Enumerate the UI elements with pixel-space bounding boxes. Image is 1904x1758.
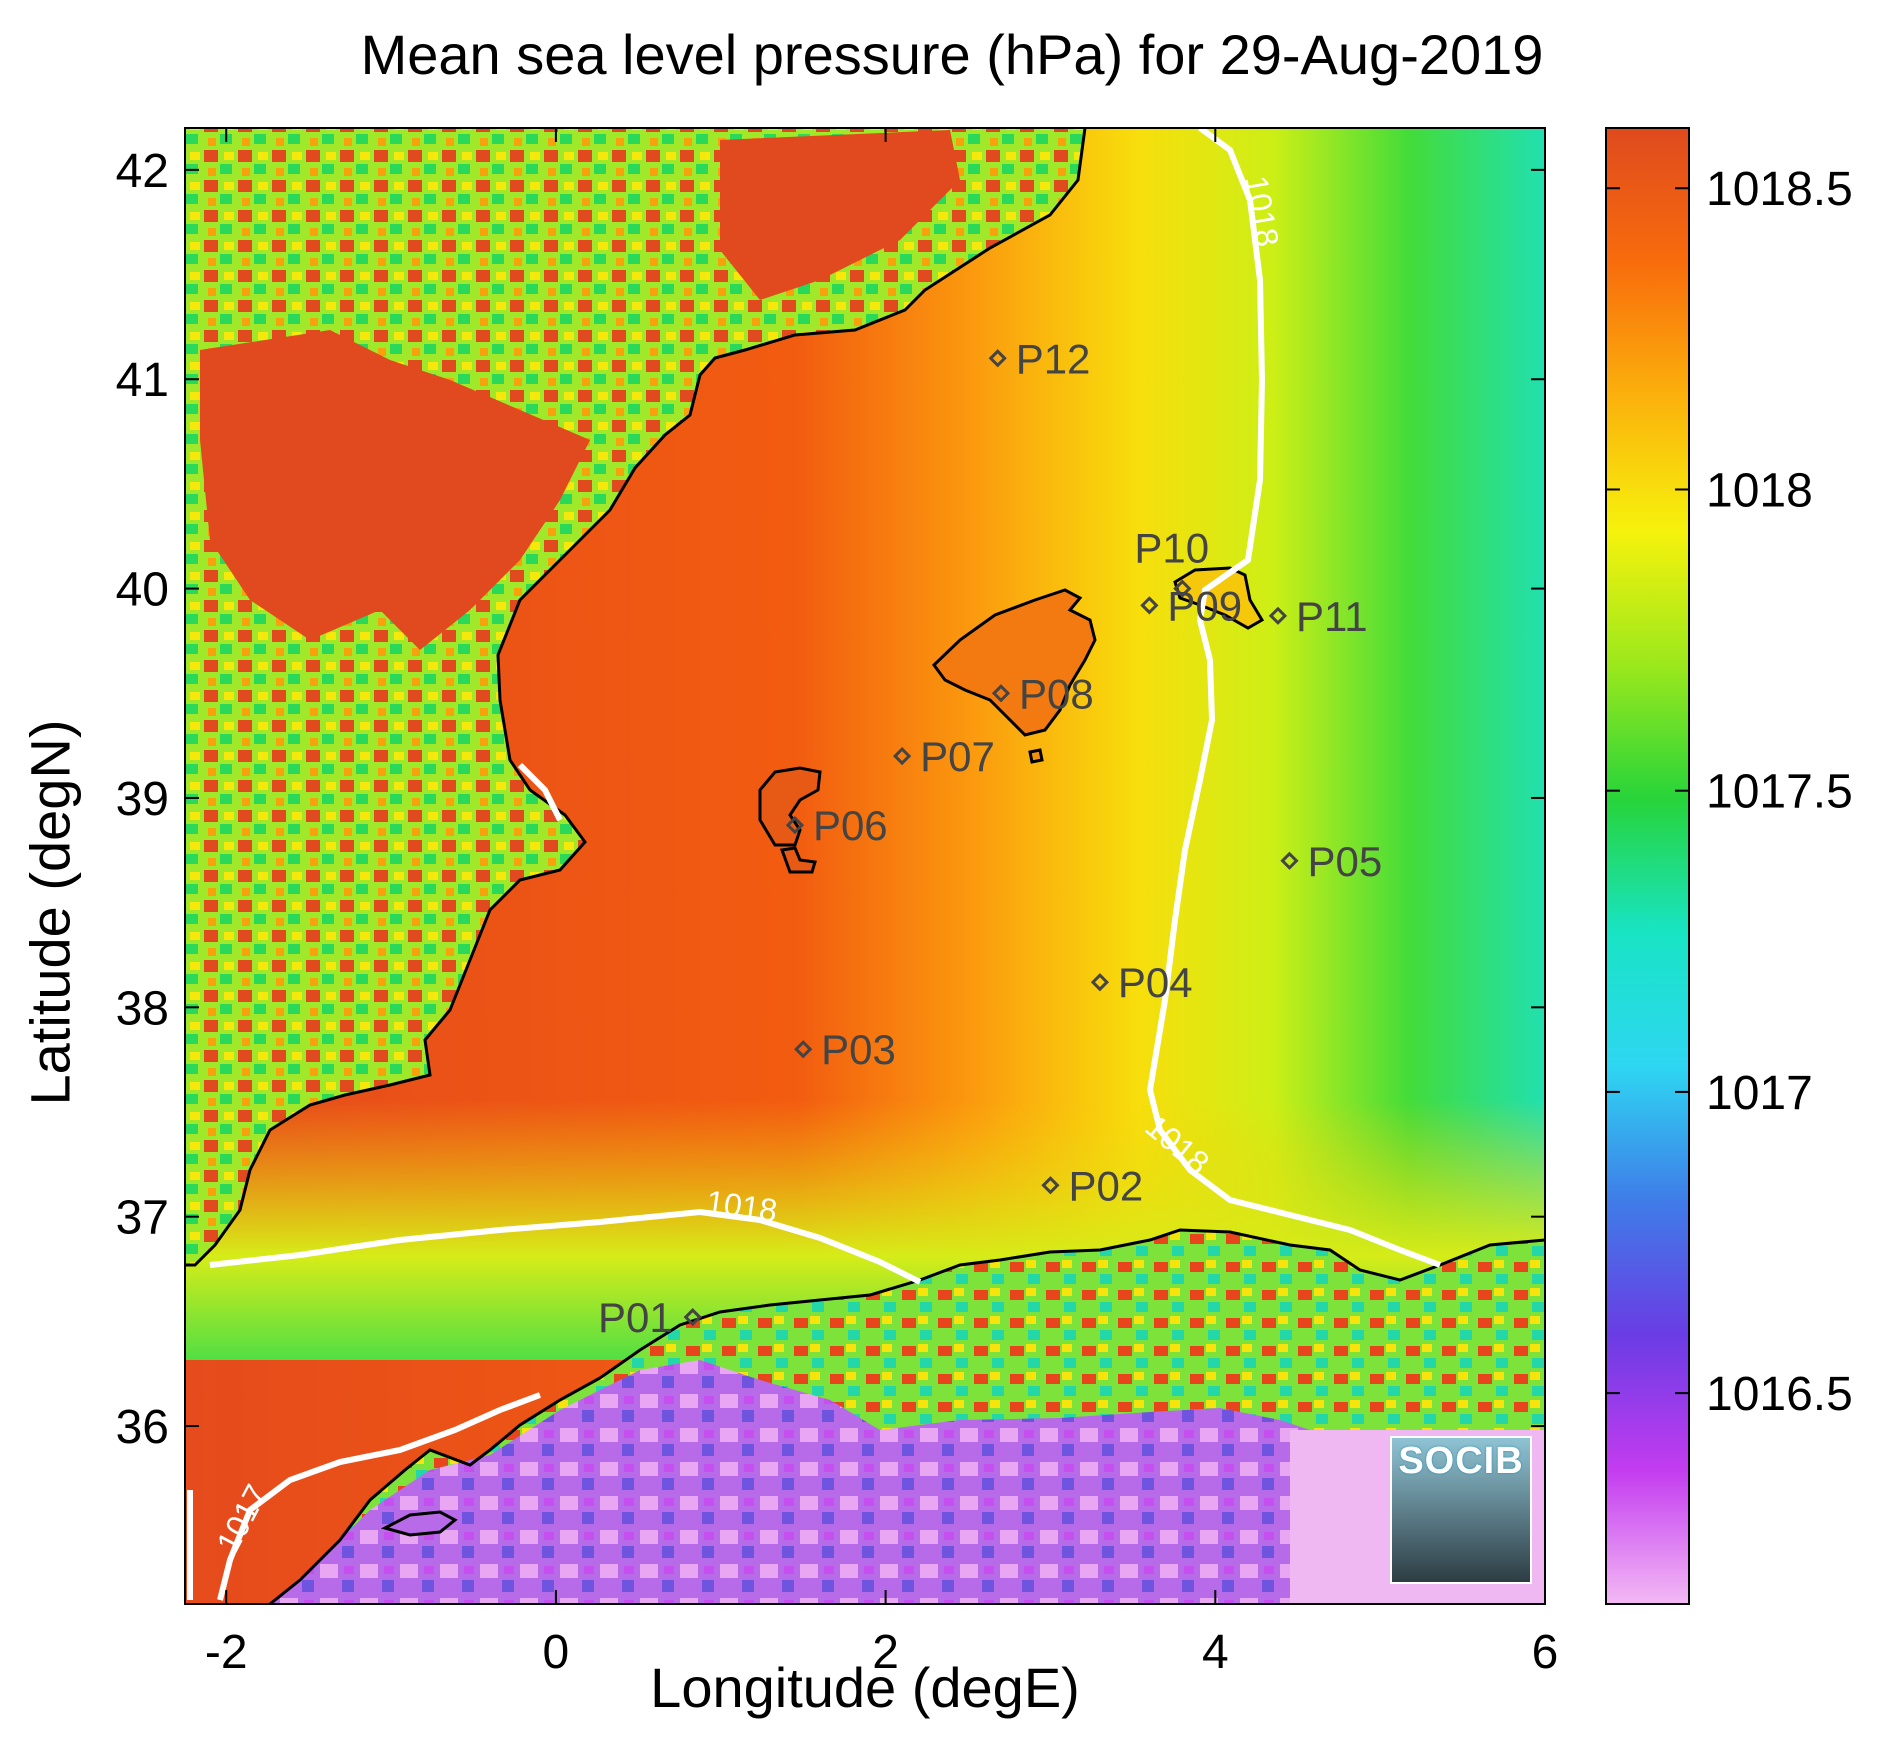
station-marker-p06 bbox=[785, 816, 805, 835]
menorca bbox=[1173, 566, 1265, 630]
station-marker-p12 bbox=[988, 349, 1007, 368]
station-marker-p11 bbox=[1268, 606, 1288, 625]
africa-coastline bbox=[269, 1228, 1545, 1604]
station-label-p07: P07 bbox=[920, 733, 995, 780]
plot-frame bbox=[184, 127, 1546, 1605]
station-label-p02: P02 bbox=[1068, 1162, 1143, 1209]
station-label-p06: P06 bbox=[813, 802, 888, 849]
station-label-p03: P03 bbox=[821, 1026, 896, 1073]
x-tick-label: 0 bbox=[543, 1626, 570, 1679]
isobar-1017 bbox=[187, 1392, 542, 1601]
station-label-p04: P04 bbox=[1118, 959, 1193, 1006]
station-marker-p04 bbox=[1090, 973, 1110, 992]
station-label-p05: P05 bbox=[1307, 838, 1382, 885]
station-label-p08: P08 bbox=[1019, 670, 1094, 717]
station-marker-p09 bbox=[1140, 596, 1159, 615]
ibiza bbox=[758, 766, 822, 847]
y-tick-label: 37 bbox=[116, 1192, 169, 1245]
mallorca bbox=[932, 588, 1097, 737]
colorbar bbox=[1605, 127, 1690, 1605]
colorbar-tick-label: 1016.5 bbox=[1706, 1368, 1853, 1421]
y-tick-label: 41 bbox=[116, 354, 169, 407]
station-label-p01: P01 bbox=[598, 1294, 673, 1341]
pyrenees-strip bbox=[720, 130, 960, 300]
y-tick-label: 42 bbox=[116, 145, 169, 198]
colorbar-tick-label: 1018 bbox=[1706, 464, 1813, 517]
x-axis-label: Longitude (degE) bbox=[650, 1656, 1080, 1719]
colorbar-ticks: 1018.5 1018 1017.5 1017 1016.5 bbox=[1606, 163, 1853, 1421]
isobar-1018-south bbox=[209, 1208, 922, 1285]
colorbar-tick-label: 1017 bbox=[1706, 1067, 1813, 1120]
isobar-1018-west bbox=[517, 762, 563, 822]
isobar-1018-east bbox=[1146, 128, 1442, 1268]
station-marker-p02 bbox=[1041, 1176, 1060, 1195]
station-marker-p01 bbox=[683, 1308, 702, 1327]
station-marker-p10 bbox=[1173, 579, 1192, 598]
x-tick-label: 2 bbox=[872, 1626, 899, 1679]
colorbar-tick-label: 1018.5 bbox=[1706, 163, 1853, 216]
alboran-island bbox=[380, 1510, 458, 1537]
cabrera bbox=[1028, 748, 1044, 764]
x-tick-label: 6 bbox=[1532, 1626, 1559, 1679]
y-tick-label: 39 bbox=[116, 773, 169, 826]
y-axis-ticks: 42 41 40 39 38 37 36 bbox=[116, 145, 1545, 1454]
iberia-coastline bbox=[185, 128, 1087, 1267]
station-marker-p05 bbox=[1280, 851, 1299, 870]
y-tick-label: 36 bbox=[116, 1401, 169, 1454]
station-label-p10: P10 bbox=[1134, 525, 1209, 572]
pressure-field bbox=[185, 128, 1545, 1604]
socib-logo: SOCIB bbox=[1390, 1436, 1532, 1584]
station-label-p09: P09 bbox=[1167, 582, 1242, 629]
station-marker-p08 bbox=[991, 684, 1011, 703]
x-axis-ticks: -2 0 2 4 6 bbox=[205, 128, 1558, 1679]
iberia-plateau bbox=[200, 330, 590, 650]
map-title: Mean sea level pressure (hPa) for 29-Aug… bbox=[360, 23, 1544, 86]
africa-interior-land bbox=[270, 1360, 1545, 1604]
formentera bbox=[779, 846, 817, 874]
station-label-p12: P12 bbox=[1016, 335, 1091, 382]
station-layer: P01 P02 P03 P04 P05 P06 P07 P08 P09 P10 P11 P12 bbox=[598, 335, 1382, 1341]
x-tick-label: -2 bbox=[205, 1626, 248, 1679]
station-label-p11: P11 bbox=[1296, 593, 1368, 640]
y-tick-label: 40 bbox=[116, 564, 169, 617]
y-tick-label: 38 bbox=[116, 982, 169, 1035]
y-axis-label: Latitude (degN) bbox=[18, 719, 82, 1106]
station-marker-p07 bbox=[892, 746, 912, 766]
x-tick-label: 4 bbox=[1202, 1626, 1229, 1679]
colorbar-tick-label: 1017.5 bbox=[1706, 766, 1853, 819]
logo-text: SOCIB bbox=[1398, 1440, 1524, 1482]
station-marker-p03 bbox=[794, 1040, 813, 1059]
